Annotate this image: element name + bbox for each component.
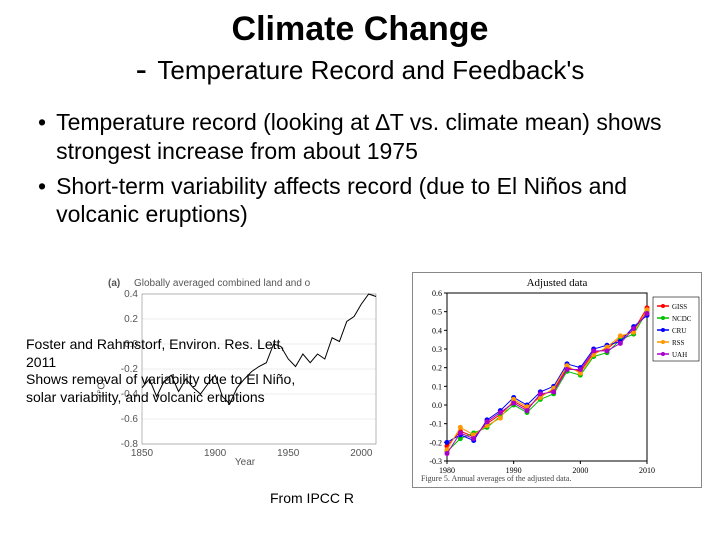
svg-text:NCDC: NCDC <box>672 315 692 323</box>
figure-right-svg: -0.3-0.2-0.10.00.10.20.30.40.50.61980199… <box>413 287 703 483</box>
svg-text:RSS: RSS <box>672 339 685 347</box>
svg-text:-0.1: -0.1 <box>429 420 442 429</box>
svg-text:1900: 1900 <box>204 448 227 459</box>
figure-right: Adjusted data Temperature Anomaly °C -0.… <box>412 272 702 488</box>
bullet-text: Short-term variability affects record (d… <box>56 172 696 230</box>
svg-text:GISS: GISS <box>672 303 687 311</box>
bullet-item: • Short-term variability affects record (… <box>38 172 696 230</box>
svg-text:-0.3: -0.3 <box>429 457 442 466</box>
svg-text:2000: 2000 <box>572 466 588 475</box>
title-block: Climate Change - Temperature Record and … <box>0 0 720 90</box>
svg-text:1950: 1950 <box>277 448 300 459</box>
figure-right-caption: Figure 5. Annual averages of the adjuste… <box>421 474 571 483</box>
svg-text:0.1: 0.1 <box>432 382 442 391</box>
bullet-text: Temperature record (looking at ∆T vs. cl… <box>56 108 696 166</box>
subtitle-row: - Temperature Record and Feedback's <box>0 51 720 90</box>
svg-text:0.5: 0.5 <box>432 308 442 317</box>
figure-left-title: Globally averaged combined land and o <box>134 278 382 289</box>
svg-text:-0.6: -0.6 <box>121 414 139 425</box>
svg-text:0.2: 0.2 <box>124 314 138 325</box>
figure-left-panel-label: (a) <box>108 278 120 289</box>
figure-left-xlabel: Year <box>235 457 255 468</box>
svg-text:0.3: 0.3 <box>432 345 442 354</box>
svg-text:0.0: 0.0 <box>432 401 442 410</box>
bullet-list: • Temperature record (looking at ∆T vs. c… <box>38 108 696 229</box>
page-title: Climate Change <box>0 10 720 49</box>
caption-left: Foster and Rahmstorf, Environ. Res. Lett… <box>26 336 306 406</box>
svg-text:0.4: 0.4 <box>432 326 442 335</box>
svg-text:0.4: 0.4 <box>124 289 138 300</box>
svg-text:2000: 2000 <box>350 448 373 459</box>
svg-text:-0.2: -0.2 <box>429 438 442 447</box>
svg-text:UAH: UAH <box>672 351 687 359</box>
svg-text:0.6: 0.6 <box>432 289 442 298</box>
svg-text:0.2: 0.2 <box>432 364 442 373</box>
caption-bottom: From IPCC R <box>270 490 354 506</box>
subtitle-dash: - <box>136 51 147 90</box>
page-subtitle: Temperature Record and Feedback's <box>157 55 584 86</box>
bullet-dot-icon: • <box>38 172 46 201</box>
svg-text:CRU: CRU <box>672 327 686 335</box>
svg-text:1850: 1850 <box>131 448 154 459</box>
bullet-dot-icon: • <box>38 108 46 137</box>
svg-text:2010: 2010 <box>639 466 655 475</box>
bullet-item: • Temperature record (looking at ∆T vs. c… <box>38 108 696 166</box>
